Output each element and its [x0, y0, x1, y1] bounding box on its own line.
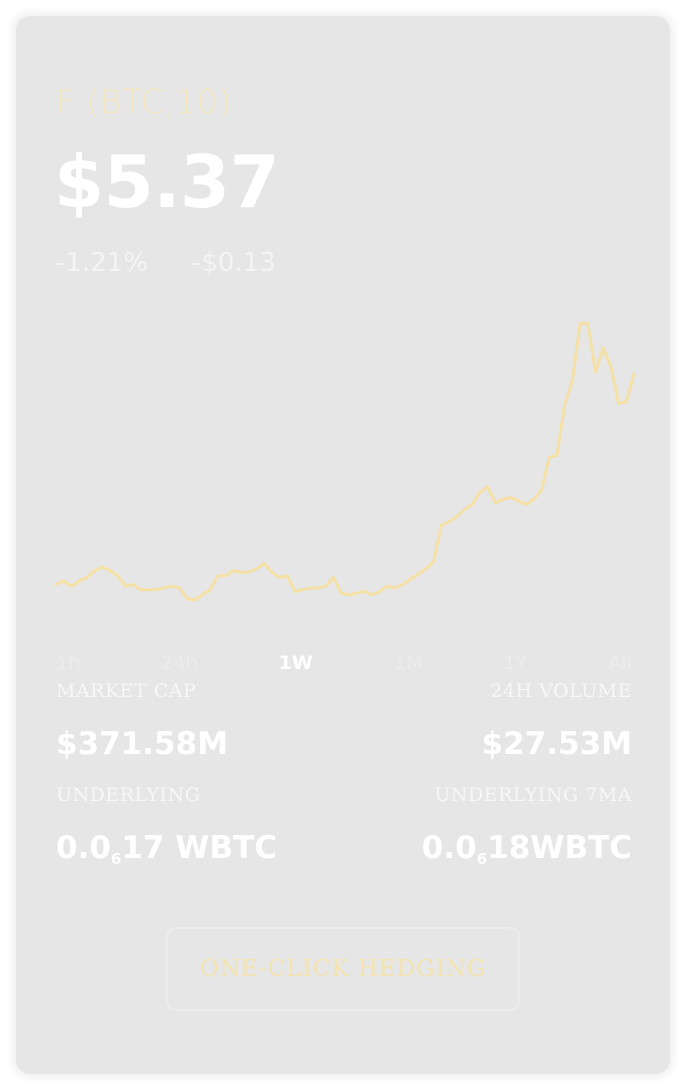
price-chart — [54, 321, 636, 602]
time-range-selector: 1h 24h 1W 1M 1Y All — [56, 652, 632, 678]
token-card: F (BTC,10) $5.37 -1.21% -$0.13 1h 24h 1W… — [16, 16, 670, 1074]
underlying-value-zeros: 6 — [110, 850, 122, 868]
underlying-7ma-value-suffix: 18WBTC — [487, 830, 632, 866]
volume-label: 24H VOLUME — [490, 680, 632, 702]
one-click-hedging-button[interactable]: ONE-CLICK HEDGING — [166, 927, 520, 1011]
range-1w[interactable]: 1W — [278, 652, 313, 674]
underlying-7ma-value: 0.0618WBTC — [422, 830, 632, 868]
underlying-value: 0.0617 WBTC — [56, 830, 277, 868]
price-change-amount: -$0.13 — [192, 248, 276, 278]
underlying-value-prefix: 0.0 — [56, 830, 111, 866]
underlying-7ma-label: UNDERLYING 7MA — [434, 784, 632, 806]
token-pair: F (BTC,10) — [56, 82, 232, 121]
price-line — [54, 321, 636, 602]
range-all[interactable]: All — [608, 652, 632, 674]
market-cap-label: MARKET CAP — [56, 680, 197, 702]
volume-value: $27.53M — [481, 726, 632, 762]
underlying-7ma-value-zeros: 6 — [476, 850, 488, 868]
token-price: $5.37 — [54, 140, 280, 224]
underlying-7ma-value-prefix: 0.0 — [421, 830, 477, 866]
market-cap-value: $371.58M — [56, 726, 229, 762]
range-1m[interactable]: 1M — [393, 652, 423, 674]
range-24h[interactable]: 24h — [161, 652, 198, 674]
underlying-value-suffix: 17 WBTC — [121, 830, 278, 866]
range-1h[interactable]: 1h — [56, 652, 81, 674]
range-1y[interactable]: 1Y — [503, 652, 528, 674]
price-change-percent: -1.21% — [56, 248, 148, 278]
underlying-label: UNDERLYING — [56, 784, 201, 806]
